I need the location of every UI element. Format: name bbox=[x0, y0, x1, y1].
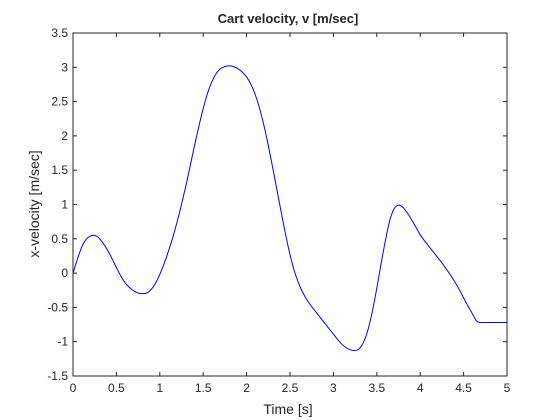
y-axis-label: x-velocity [m/sec] bbox=[26, 150, 42, 257]
y-tick-label: 0.5 bbox=[51, 232, 68, 246]
plot-area bbox=[73, 33, 507, 376]
y-tick-label: -1 bbox=[57, 335, 68, 349]
y-tick-label: 0 bbox=[61, 266, 68, 280]
y-tick-label: 2 bbox=[61, 129, 68, 143]
x-tick-label: 4.5 bbox=[455, 381, 472, 395]
x-tick-label: 1.5 bbox=[195, 381, 212, 395]
x-tick-label: 2 bbox=[243, 381, 250, 395]
x-tick-label: 5 bbox=[504, 381, 511, 395]
y-tick-label: 3.5 bbox=[51, 26, 68, 40]
y-tick-label: -1.5 bbox=[47, 369, 68, 383]
y-tick-label: 1.5 bbox=[51, 163, 68, 177]
x-axis-label: Time [s] bbox=[263, 401, 312, 417]
y-tick-label: 2.5 bbox=[51, 95, 68, 109]
chart-title: Cart velocity, v [m/sec] bbox=[218, 11, 359, 26]
x-tick-label: 3.5 bbox=[368, 381, 385, 395]
x-tick-label: 2.5 bbox=[282, 381, 299, 395]
velocity-line bbox=[72, 65, 507, 352]
x-tick-label: 3 bbox=[330, 381, 337, 395]
y-tick-label: -0.5 bbox=[47, 300, 68, 314]
x-tick-label: 0 bbox=[70, 381, 77, 395]
x-tick-label: 4 bbox=[417, 381, 424, 395]
ticks-layer: 0 0.5 1 1.5 2 2.5 3 3.5 4 4.5 5 -1.5 -1 -0.5 0 0.5 1 1.5 2… bbox=[47, 26, 510, 395]
y-tick-label: 1 bbox=[61, 198, 68, 212]
x-tick-label: 0.5 bbox=[108, 381, 125, 395]
x-tick-label: 1 bbox=[156, 381, 163, 395]
series-layer bbox=[72, 65, 507, 352]
y-tick-label: 3 bbox=[61, 60, 68, 74]
